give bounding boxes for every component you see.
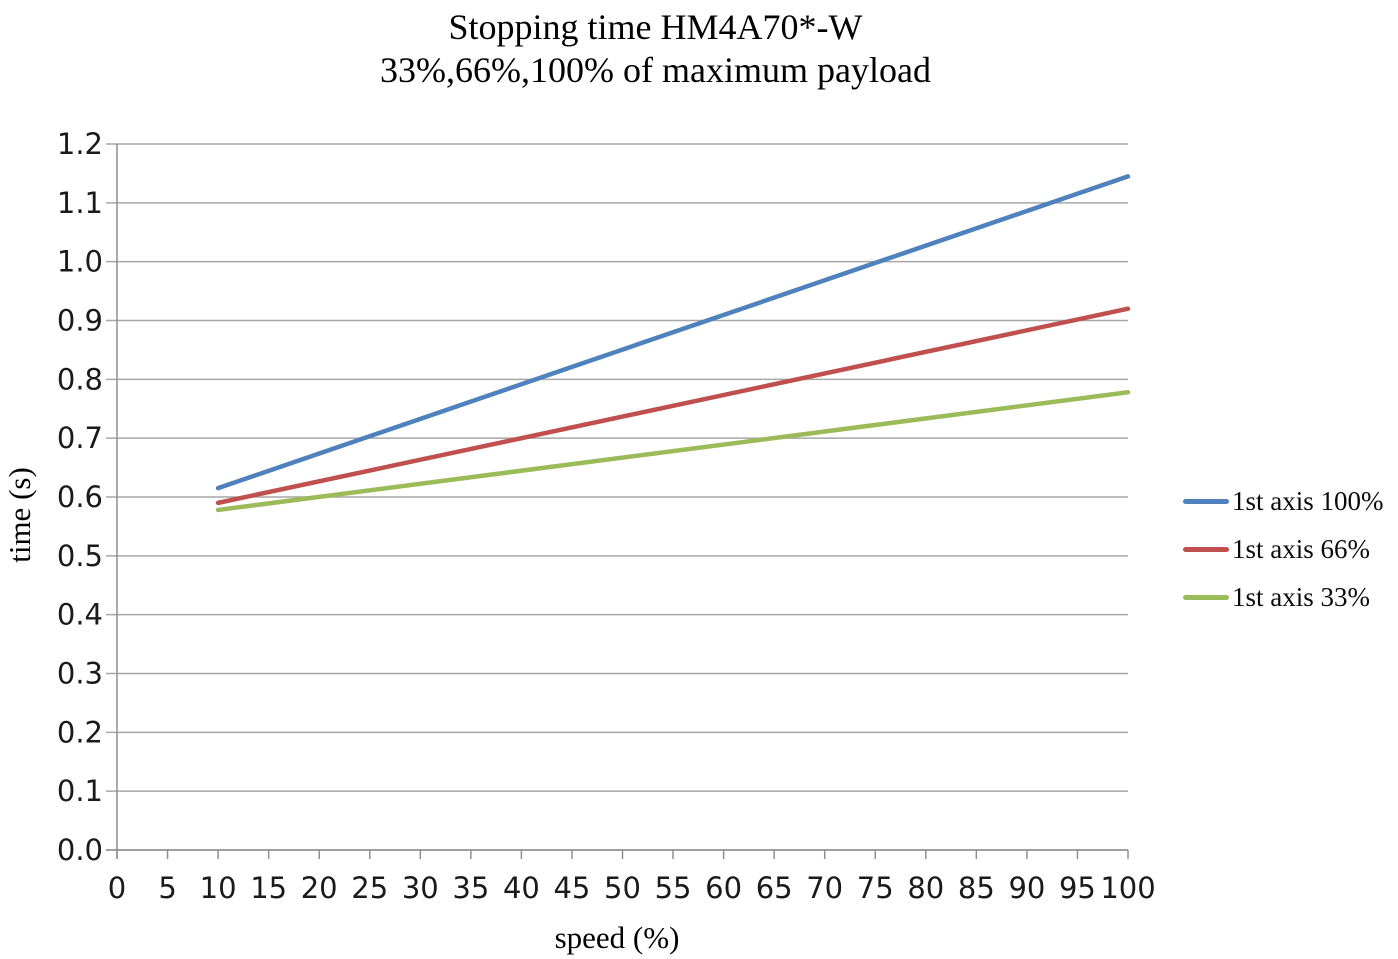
x-tick-label: 15 xyxy=(250,871,287,905)
legend-line-sample xyxy=(1183,498,1229,504)
x-tick-label: 60 xyxy=(705,871,742,905)
chart-title: Stopping time HM4A70*-W xyxy=(448,7,863,47)
x-tick-label: 95 xyxy=(1059,871,1096,905)
y-tick-label: 1.2 xyxy=(57,127,103,161)
x-tick-label: 5 xyxy=(158,871,176,905)
x-axis-title: speed (%) xyxy=(554,920,680,955)
legend-line-sample xyxy=(1183,546,1229,552)
x-tick-label: 70 xyxy=(806,871,843,905)
series-line-1 xyxy=(215,306,1131,506)
x-tick-label: 30 xyxy=(402,871,439,905)
y-tick-label: 0.4 xyxy=(57,598,103,632)
x-tick-label: 25 xyxy=(351,871,388,905)
legend-label: 1st axis 66% xyxy=(1232,533,1370,564)
y-tick-label: 0.5 xyxy=(57,539,103,573)
series-line-2 xyxy=(215,390,1131,513)
x-tick-label: 45 xyxy=(553,871,590,905)
x-tick-label: 80 xyxy=(907,871,944,905)
legend-line-sample xyxy=(1183,594,1229,600)
x-tick-label: 75 xyxy=(857,871,894,905)
y-tick-label: 0.6 xyxy=(57,480,103,514)
x-tick-label: 90 xyxy=(1008,871,1045,905)
legend-label: 1st axis 100% xyxy=(1232,485,1384,516)
legend-label: 1st axis 33% xyxy=(1232,581,1370,612)
y-tick-label: 0.0 xyxy=(57,833,103,867)
x-tick-label: 50 xyxy=(604,871,641,905)
y-tick-label: 1.0 xyxy=(57,245,103,279)
y-tick-label: 0.8 xyxy=(57,362,103,396)
series-line-0 xyxy=(215,174,1131,491)
y-tick-label: 1.1 xyxy=(57,186,103,220)
chart-title-block: Stopping time HM4A70*-W 33%,66%,100% of … xyxy=(0,6,1311,92)
x-tick-label: 65 xyxy=(756,871,793,905)
y-tick-label: 0.9 xyxy=(57,304,103,338)
x-tick-label: 40 xyxy=(503,871,540,905)
legend-item: 1st axis 66% xyxy=(1183,525,1384,573)
y-tick-label: 0.2 xyxy=(57,715,103,749)
legend-item: 1st axis 100% xyxy=(1183,477,1384,525)
x-tick-label: 0 xyxy=(108,871,126,905)
y-tick-label: 0.3 xyxy=(57,657,103,691)
y-tick-label: 0.1 xyxy=(57,774,103,808)
x-tick-label: 20 xyxy=(301,871,338,905)
x-tick-label: 55 xyxy=(655,871,692,905)
chart-subtitle: 33%,66%,100% of maximum payload xyxy=(380,50,931,90)
x-tick-label: 35 xyxy=(452,871,489,905)
legend-item: 1st axis 33% xyxy=(1183,573,1384,621)
x-tick-label: 85 xyxy=(958,871,995,905)
x-tick-label: 10 xyxy=(200,871,237,905)
legend: 1st axis 100% 1st axis 66% 1st axis 33% xyxy=(1183,477,1384,621)
y-axis-title: time (s) xyxy=(2,467,37,563)
y-tick-label: 0.7 xyxy=(57,421,103,455)
x-tick-label: 100 xyxy=(1100,871,1155,905)
